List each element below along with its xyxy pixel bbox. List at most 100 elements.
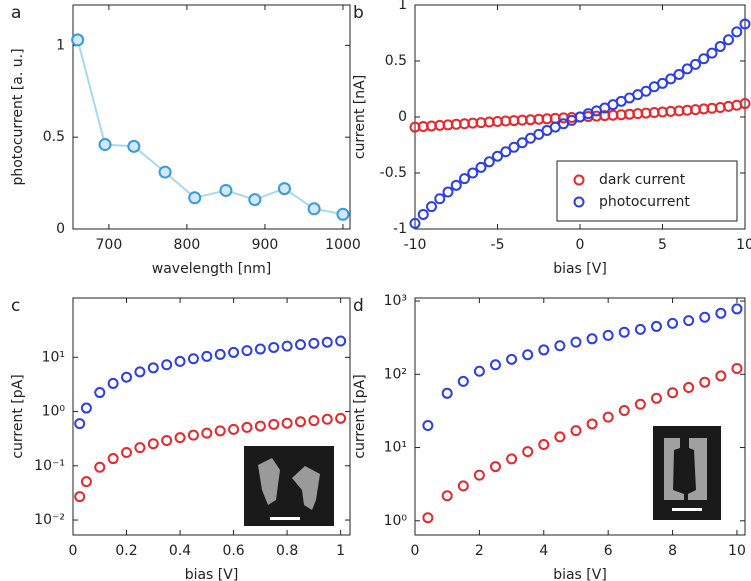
data-point xyxy=(538,344,550,356)
x-tick-label: 0 xyxy=(411,543,420,559)
data-point xyxy=(618,405,630,417)
y-axis-label: photocurrent [a. u.] xyxy=(10,48,26,185)
axes-box xyxy=(414,297,746,536)
inset-c xyxy=(242,444,336,528)
x-tick-label: -10 xyxy=(404,237,427,253)
data-point xyxy=(673,68,685,80)
x-tick-label: 5 xyxy=(658,237,667,253)
data-point xyxy=(459,173,470,185)
data-point xyxy=(522,446,534,458)
x-tick-label: 700 xyxy=(96,237,123,253)
data-point xyxy=(506,353,518,365)
data-point xyxy=(731,26,743,38)
data-point xyxy=(538,439,550,451)
data-point xyxy=(80,476,92,488)
data-point xyxy=(681,63,693,75)
data-point xyxy=(731,303,743,315)
y-tick-label: 0.5 xyxy=(43,129,65,145)
data-point xyxy=(516,137,528,149)
data-point xyxy=(715,307,727,319)
data-point xyxy=(174,355,186,367)
data-point xyxy=(228,346,240,358)
data-point xyxy=(158,165,172,179)
data-line xyxy=(76,39,344,216)
y-tick-label: 10² xyxy=(384,366,407,382)
x-tick-label: 0 xyxy=(69,543,78,559)
data-point xyxy=(714,40,726,52)
y-tick-label: 10⁻² xyxy=(34,512,65,528)
data-point xyxy=(506,453,518,465)
data-point xyxy=(201,427,213,439)
y-tick-label: 0 xyxy=(398,109,407,125)
y-tick-label: 10³ xyxy=(384,293,407,309)
data-point xyxy=(409,217,421,229)
x-tick-label: 8 xyxy=(668,543,677,559)
x-axis-label: bias [V] xyxy=(553,261,607,277)
data-point xyxy=(657,77,668,89)
data-point xyxy=(94,387,106,399)
x-tick-label: 0.2 xyxy=(115,543,137,559)
legend-label: photocurrent xyxy=(599,194,690,210)
data-point xyxy=(107,377,119,389)
data-point xyxy=(554,340,566,352)
data-point xyxy=(188,191,202,205)
y-tick-label: 0 xyxy=(56,221,65,237)
data-point xyxy=(457,480,469,492)
x-tick-label: 10 xyxy=(728,543,746,559)
axes-box xyxy=(72,4,351,230)
panel: a wavelength [nm] photocurrent [a. u.] 700 8… xyxy=(10,3,361,277)
panel: c bias [V] current [pA] 0 0.2 0.4 0.6 0.8 1 10⁻² 1… xyxy=(10,296,351,581)
data-point xyxy=(667,387,679,399)
data-point xyxy=(74,418,86,430)
data-point xyxy=(307,202,321,216)
data-point xyxy=(634,323,646,335)
data-point xyxy=(127,139,141,153)
data-point xyxy=(554,431,566,443)
data-point xyxy=(473,365,485,377)
data-point xyxy=(335,412,347,424)
data-point xyxy=(248,193,262,207)
data-point xyxy=(739,98,751,110)
x-tick-label: 800 xyxy=(174,237,201,253)
data-point xyxy=(586,418,598,430)
data-point xyxy=(294,416,306,428)
data-point xyxy=(94,461,106,473)
data-point xyxy=(434,193,446,205)
data-point xyxy=(219,183,233,197)
data-point xyxy=(147,438,159,450)
data-point xyxy=(214,425,226,437)
legend-label: dark current xyxy=(599,172,686,188)
data-point xyxy=(473,469,485,481)
x-tick-label: 10 xyxy=(736,237,751,253)
y-axis-label: current [pA] xyxy=(10,374,26,458)
x-tick-label: 6 xyxy=(604,543,613,559)
y-axis-label: current [nA] xyxy=(352,75,368,159)
x-axis-label: bias [V] xyxy=(553,567,607,581)
data-point xyxy=(241,345,253,357)
data-point xyxy=(98,138,112,152)
data-point xyxy=(500,146,512,158)
data-point xyxy=(321,336,333,348)
y-tick-label: 10⁰ xyxy=(384,513,408,529)
x-tick-label: 1000 xyxy=(325,237,361,253)
data-point xyxy=(335,335,347,347)
data-point xyxy=(241,421,253,433)
x-tick-label: 4 xyxy=(539,543,548,559)
data-point xyxy=(277,182,291,196)
data-point xyxy=(336,207,350,221)
x-tick-label: 900 xyxy=(252,237,279,253)
data-point xyxy=(147,362,159,374)
data-point xyxy=(665,73,677,85)
y-tick-label: 1 xyxy=(398,0,407,13)
data-point xyxy=(450,179,462,191)
y-tick-label: 10⁻¹ xyxy=(34,458,65,474)
data-point xyxy=(739,18,751,30)
axes-box xyxy=(72,297,351,536)
x-tick-label: -5 xyxy=(491,237,505,253)
legend-box xyxy=(556,160,738,222)
data-point xyxy=(71,33,85,47)
data-point xyxy=(706,47,718,59)
y-tick-label: 0.5 xyxy=(385,53,407,69)
data-point xyxy=(134,366,146,378)
